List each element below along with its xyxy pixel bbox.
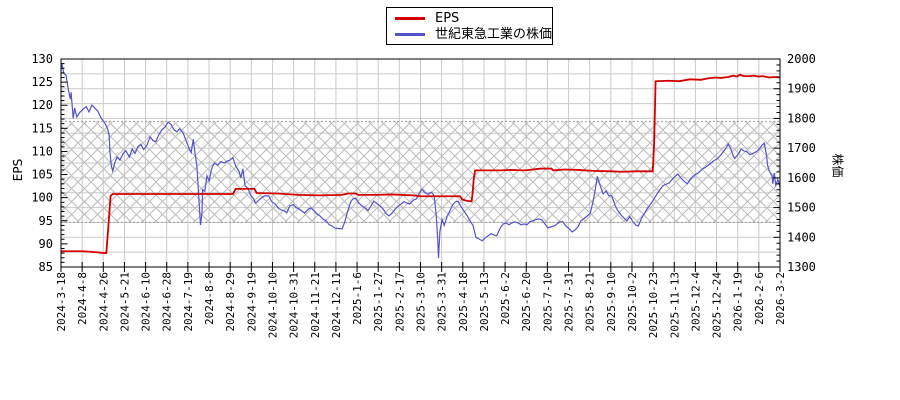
x-tick-label: 2024-6-10 (140, 272, 153, 332)
x-tick-label: 2025-8-21 (584, 272, 597, 332)
left-axis-title: EPS (11, 158, 25, 182)
left-tick-label: 90 (39, 237, 53, 251)
left-tick-label: 95 (39, 214, 53, 228)
x-tick-label: 2024-11-21 (309, 272, 322, 338)
x-tick-label: 2025-12-24 (711, 272, 724, 339)
x-tick-label: 2025-10-23 (647, 272, 660, 338)
x-tick-label: 2026-2-6 (753, 272, 766, 325)
legend-item-eps: EPS (387, 10, 552, 26)
x-tick-label: 2024-10-31 (288, 272, 301, 338)
left-tick-label: 120 (31, 98, 53, 112)
x-tick-label: 2024-7-19 (182, 272, 195, 332)
left-tick-label: 100 (31, 191, 53, 205)
tick-marks (60, 58, 781, 272)
right-tick-label: 2000 (787, 52, 816, 66)
left-tick-label: 115 (31, 121, 53, 135)
x-tick-label: 2025-3-31 (436, 272, 449, 332)
x-tick-label: 2026-3-2 (774, 272, 787, 325)
price-line-swatch (395, 32, 425, 36)
x-tick-label: 2025-11-13 (668, 272, 681, 338)
x-tick-label: 2025-1-27 (372, 272, 385, 332)
left-tick-label: 130 (31, 52, 53, 66)
x-tick-label: 2024-12-11 (330, 272, 343, 338)
x-tick-label: 2025-3-10 (415, 272, 428, 332)
eps-line-swatch (395, 16, 425, 20)
x-tick-label: 2024-6-28 (161, 272, 174, 332)
right-tick-label: 1600 (787, 171, 816, 185)
x-tick-label: 2025-6-20 (520, 272, 533, 332)
x-tick-label: 2025-6-2 (499, 272, 512, 325)
x-tick-label: 2025-10-2 (626, 272, 639, 332)
x-tick-label: 2025-2-17 (393, 272, 406, 332)
x-tick-label: 2024-4-8 (76, 272, 89, 325)
left-tick-label: 125 (31, 75, 53, 89)
right-tick-label: 1800 (787, 111, 816, 125)
x-tick-label: 2024-10-10 (266, 272, 279, 338)
x-tick-label: 2025-7-10 (541, 272, 554, 332)
legend-label-eps: EPS (435, 10, 460, 26)
x-tick-label: 2024-8-8 (203, 272, 216, 325)
x-tick-label: 2024-3-18 (55, 272, 68, 332)
x-tick-label: 2024-5-21 (118, 272, 131, 332)
x-tick-label: 2025-5-13 (478, 272, 491, 332)
x-tick-label: 2025-9-10 (605, 272, 618, 332)
x-tick-label: 2026-1-19 (732, 272, 745, 332)
eps-series-line (61, 73, 781, 255)
right-tick-label: 1900 (787, 82, 816, 96)
hatch-band (61, 120, 780, 223)
left-tick-label: 110 (31, 144, 53, 158)
x-tick-label: 2024-4-26 (97, 272, 110, 332)
left-tick-label: 105 (31, 168, 53, 182)
x-tick-label: 2025-4-18 (457, 272, 470, 332)
left-tick-label: 85 (39, 260, 53, 274)
legend: EPS 世紀東急工業の株価 (386, 7, 553, 45)
x-tick-label: 2025-1-6 (351, 272, 364, 325)
x-tick-label: 2024-8-29 (224, 272, 237, 332)
right-tick-label: 1500 (787, 201, 816, 215)
right-tick-label: 1700 (787, 141, 816, 155)
x-tick-label: 2025-7-31 (563, 272, 576, 332)
right-axis-title: 株価 (830, 153, 845, 178)
right-tick-label: 1400 (787, 230, 816, 244)
price-series-line (60, 63, 781, 259)
legend-label-price: 世紀東急工業の株価 (435, 26, 553, 42)
x-tick-label: 2025-12-4 (689, 272, 702, 332)
legend-item-price: 世紀東急工業の株価 (387, 26, 552, 42)
x-tick-label: 2024-9-19 (245, 272, 258, 332)
right-tick-label: 1300 (787, 260, 816, 274)
